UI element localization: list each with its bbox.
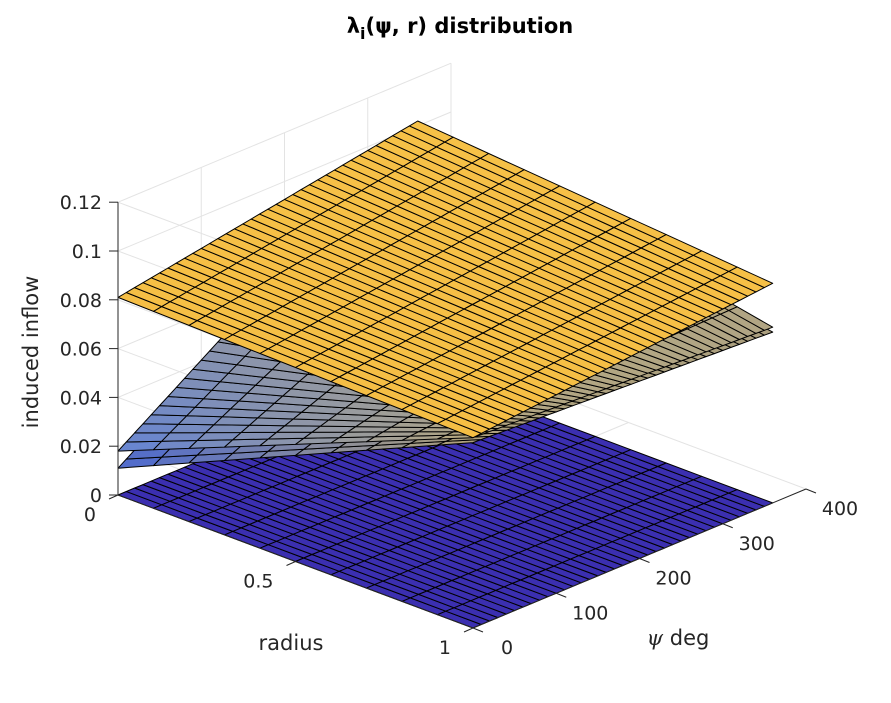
y-tick-mark (463, 627, 474, 633)
x-tick-label: 200 (655, 568, 691, 590)
surface-top (117, 120, 774, 439)
title-rest: (ψ, r) distribution (366, 14, 574, 38)
title-lambda: λ (347, 14, 360, 38)
y-axis-label: radius (259, 631, 324, 655)
y-tick-mark (286, 561, 296, 566)
z-tick-label: 0 (90, 485, 102, 507)
x-tick-label: 400 (822, 498, 858, 520)
surface-layer (117, 120, 774, 629)
z-tick-label: 0.06 (60, 339, 102, 361)
grid-line-back-z (117, 62, 452, 203)
z-axis-label: induced inflow (19, 276, 43, 429)
y-tick-mark (108, 494, 119, 500)
z-tick-label: 0.1 (72, 241, 102, 263)
x-tick-mark (472, 627, 484, 633)
x-tick-mark (556, 592, 567, 598)
y-tick-label: 0 (84, 504, 96, 526)
surface-patch (728, 306, 774, 331)
x-axis-label-text: deg (663, 626, 709, 650)
x-tick-label: 0 (501, 637, 513, 659)
x-tick-label: 100 (572, 602, 608, 624)
x-tick-mark (639, 558, 650, 563)
y-tick-label: 1 (439, 637, 451, 659)
x-axis-label-symbol: ψ (647, 626, 664, 650)
tick-layer: 0 100 200 300 400 0 0.5 1 0 0.02 0.04 0.06 0.08 0.1 0.… (60, 192, 858, 659)
surface-patch (728, 266, 774, 289)
z-tick-label: 0.08 (60, 290, 102, 312)
chart-title: λi(ψ, r) distribution (347, 14, 574, 43)
y-tick-label: 0.5 (243, 571, 273, 593)
x-axis-label: ψ deg (647, 626, 710, 650)
x-tick-mark (722, 523, 733, 529)
x-tick-mark (805, 488, 817, 494)
title-subscript: i (360, 24, 365, 43)
z-tick-label: 0.12 (60, 192, 102, 214)
z-tick-label: 0.04 (60, 387, 102, 409)
z-tick-label: 0.02 (60, 436, 102, 458)
x-tick-label: 300 (739, 533, 775, 555)
